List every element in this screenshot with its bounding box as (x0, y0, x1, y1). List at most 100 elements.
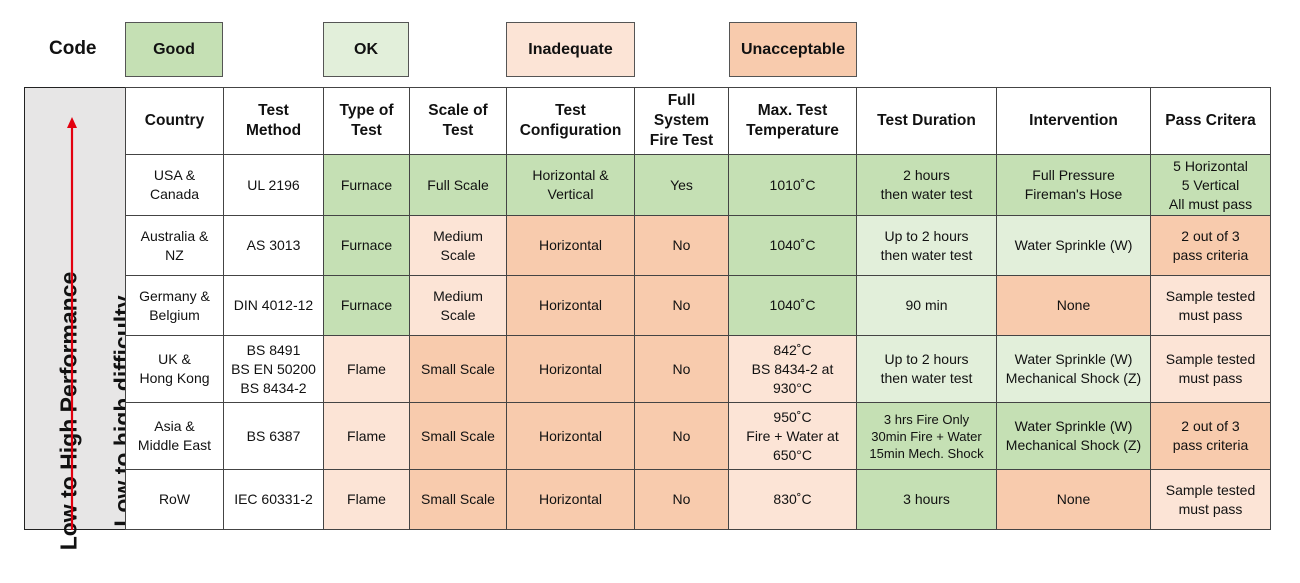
header-line: Pass Critera (1165, 112, 1256, 129)
cell-line: Yes (670, 176, 693, 193)
cell-type-of-test: Furnace (323, 154, 410, 216)
cell-line: NZ (165, 246, 184, 263)
cell-line: Horizontal (538, 427, 603, 444)
cell-max-test-temperature: 1010˚C (728, 154, 857, 216)
cell-line: Mechanical Shock (Z) (1005, 437, 1142, 453)
header-line: Method (245, 122, 302, 139)
cell-intervention: Water Sprinkle (W) Mechanical Shock (Z) (996, 335, 1151, 403)
cell-line: 3 hrs Fire Only (883, 411, 970, 427)
table-row: Germany & Belgium DIN 4012-12 Furnace Medium… (125, 275, 1271, 336)
cell-line: Middle East (137, 437, 212, 453)
cell-test-duration: Up to 2 hours then water test (856, 335, 997, 403)
cell-line: UK & (158, 351, 191, 367)
cell-test-method: BS 8491 BS EN 50200 BS 8434-2 (223, 335, 324, 403)
cell-pass-criteria: Sample tested must pass (1150, 469, 1271, 530)
cell-line: Horizontal (538, 360, 603, 377)
cell-country: Australia & NZ (125, 215, 224, 276)
cell-line: Canada (149, 186, 200, 202)
header-line: Max. Test (757, 102, 828, 119)
legend-good: Good (125, 22, 223, 77)
cell-test-duration: 3 hrs Fire Only 30min Fire + Water 15min M… (856, 402, 997, 470)
cell-full-system-fire-test: No (634, 215, 729, 276)
table-row: USA & Canada UL 2196 Furnace Full Scale Horiz… (125, 154, 1271, 216)
cell-test-duration: 2 hours then water test (856, 154, 997, 216)
cell-line: BS 8434-2 at (751, 360, 834, 377)
cell-line: Belgium (149, 306, 200, 323)
cell-line: Scale (440, 246, 476, 263)
cell-line: 650°C (772, 446, 813, 463)
cell-intervention: Full Pressure Fireman's Hose (996, 154, 1151, 216)
cell-pass-criteria: 5 Horizontal 5 Vertical All must pass (1150, 154, 1271, 216)
cell-test-configuration: Horizontal (506, 215, 635, 276)
up-arrow-icon (67, 117, 77, 530)
table-row: Australia & NZ AS 3013 Furnace Medium Scale Ho… (125, 215, 1271, 276)
cell-test-duration: 90 min (856, 275, 997, 336)
cell-test-duration: Up to 2 hours then water test (856, 215, 997, 276)
cell-intervention: None (996, 275, 1151, 336)
cell-max-test-temperature: 842˚C BS 8434-2 at 930°C (728, 335, 857, 403)
cell-line: pass criteria (1172, 246, 1249, 263)
cell-line: must pass (1178, 500, 1243, 517)
cell-line: 830˚C (773, 491, 812, 507)
legend-ok: OK (323, 22, 409, 77)
cell-line: Small Scale (421, 360, 495, 377)
cell-line: DIN 4012-12 (233, 297, 314, 313)
header-pass-criteria: Pass Critera (1150, 87, 1271, 155)
cell-max-test-temperature: 830˚C (728, 469, 857, 530)
cell-test-method: IEC 60331-2 (223, 469, 324, 530)
cell-line: 2 hours (903, 167, 950, 183)
cell-line: then water test (880, 370, 973, 386)
header-type-of-test: Type of Test (323, 87, 410, 155)
cell-line: 950˚C (773, 408, 812, 425)
cell-line: Up to 2 hours (884, 227, 969, 244)
cell-test-duration: 3 hours (856, 469, 997, 530)
cell-test-method: UL 2196 (223, 154, 324, 216)
cell-line: 5 Vertical (1181, 176, 1240, 193)
cell-line: Mechanical Shock (Z) (1005, 370, 1142, 386)
cell-line: 842˚C (773, 341, 812, 358)
cell-max-test-temperature: 950˚C Fire + Water at 650°C (728, 402, 857, 470)
legend-inadequate: Inadequate (506, 22, 635, 77)
cell-country: Germany & Belgium (125, 275, 224, 336)
cell-line: Horizontal (538, 491, 603, 507)
cell-pass-criteria: 2 out of 3 pass criteria (1150, 402, 1271, 470)
cell-test-configuration: Horizontal & Vertical (506, 154, 635, 216)
cell-line: Germany & (139, 287, 210, 304)
fire-test-comparison-table: Country Test Method Type of Test Scale of Test… (125, 87, 1271, 530)
header-line: Intervention (1029, 112, 1118, 129)
cell-line: 90 min (905, 297, 948, 313)
cell-line: USA & (153, 167, 196, 183)
cell-line: Horizontal (538, 237, 603, 253)
cell-line: Asia & (154, 418, 195, 434)
table-row: RoW IEC 60331-2 Flame Small Scale Horizontal… (125, 469, 1271, 530)
header-intervention: Intervention (996, 87, 1151, 155)
cell-line: Up to 2 hours (884, 351, 969, 367)
header-line: Temperature (746, 122, 839, 139)
cell-full-system-fire-test: No (634, 469, 729, 530)
header-line: System (653, 112, 710, 129)
header-line: Scale of (428, 102, 488, 119)
cell-full-system-fire-test: Yes (634, 154, 729, 216)
header-line: Test (258, 102, 289, 119)
cell-line: Furnace (340, 237, 393, 253)
cell-line: No (672, 360, 691, 377)
cell-line: No (672, 491, 691, 507)
cell-full-system-fire-test: No (634, 402, 729, 470)
cell-line: Water Sprinkle (W) (1014, 237, 1133, 253)
cell-line: Small Scale (421, 491, 495, 507)
cell-country: RoW (125, 469, 224, 530)
cell-line: UL 2196 (247, 176, 300, 193)
cell-line: BS 6387 (246, 427, 301, 444)
cell-line: No (672, 427, 691, 444)
cell-pass-criteria: Sample tested must pass (1150, 335, 1271, 403)
header-scale-of-test: Scale of Test (409, 87, 507, 155)
header-test-method: Test Method (223, 87, 324, 155)
cell-scale-of-test: Small Scale (409, 469, 507, 530)
cell-type-of-test: Flame (323, 402, 410, 470)
cell-line: Full Scale (427, 176, 489, 193)
cell-intervention: None (996, 469, 1151, 530)
header-line: Test (442, 122, 474, 139)
cell-test-method: DIN 4012-12 (223, 275, 324, 336)
cell-scale-of-test: Small Scale (409, 402, 507, 470)
cell-line: Flame (347, 360, 386, 377)
